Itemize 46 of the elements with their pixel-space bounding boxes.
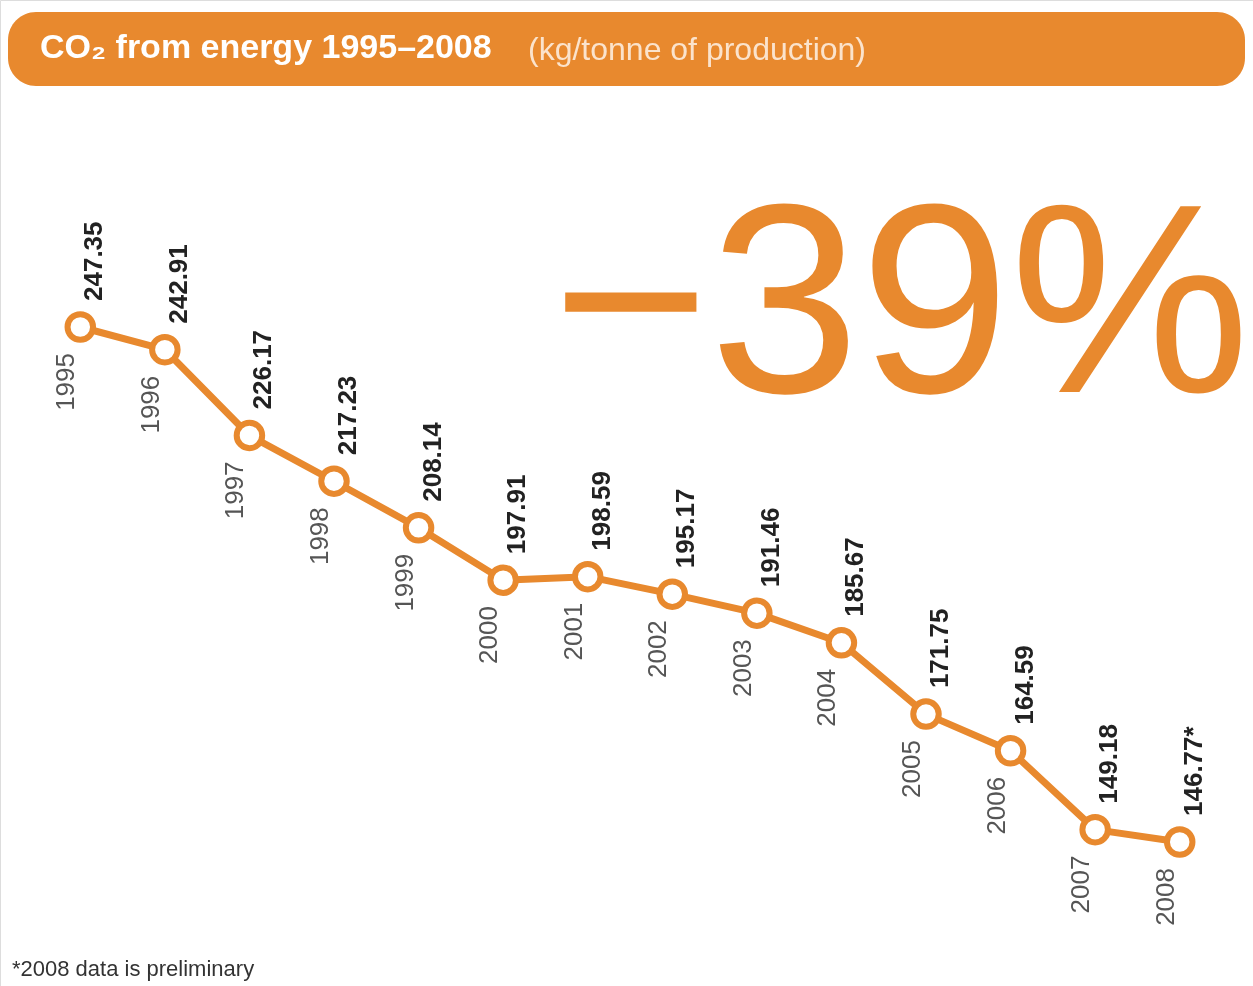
point [825, 627, 858, 659]
data-label: 198.59 [585, 471, 616, 551]
x-tick-label: 2006 [980, 776, 1011, 835]
x-tick-label: 2007 [1065, 855, 1096, 914]
data-label: 195.17 [670, 488, 701, 569]
x-tick-label: 2000 [473, 606, 504, 664]
data-label: 247.35 [78, 221, 109, 301]
point [910, 698, 942, 730]
point [741, 597, 773, 629]
point [318, 465, 350, 497]
point [1079, 813, 1111, 846]
x-tick-label: 1998 [304, 507, 334, 566]
point [233, 419, 266, 452]
data-label: 149.18 [1093, 724, 1124, 804]
x-tick-label: 1999 [388, 553, 419, 612]
x-tick-label: 2008 [1149, 868, 1180, 926]
data-label: 146.77* [1177, 725, 1208, 816]
point [64, 311, 97, 343]
x-tick-label: 2004 [811, 668, 842, 727]
data-label: 197.91 [501, 474, 532, 555]
x-tick-label: 2005 [896, 740, 926, 798]
data-label: 185.67 [839, 537, 870, 617]
chart-title: CO₂ from energy 1995–2008 [40, 27, 492, 65]
point [656, 578, 689, 610]
data-label: 217.23 [332, 375, 362, 456]
point [149, 334, 181, 366]
point [571, 560, 604, 593]
data-label: 164.59 [1008, 645, 1039, 725]
text: *2008 data is preliminary [12, 956, 255, 981]
point [487, 564, 519, 596]
point [1163, 826, 1196, 858]
x-tick-label: 2003 [726, 639, 757, 698]
x-tick-label: 1995 [50, 353, 81, 411]
chart-subtitle: (kg/tonne of production) [528, 31, 866, 67]
data-label: 226.17 [247, 329, 278, 410]
point [402, 512, 435, 544]
point [994, 735, 1027, 767]
data-label: 191.46 [754, 507, 785, 588]
x-tick-label: 1996 [134, 375, 165, 434]
x-tick-label: 2002 [642, 620, 673, 679]
data-label: 242.91 [162, 244, 193, 324]
annotation: −39% [551, 148, 1250, 449]
data-label: 171.75 [924, 608, 954, 689]
x-tick-label: 2001 [557, 602, 588, 661]
x-tick-label: 1997 [219, 461, 250, 520]
data-label: 208.14 [416, 421, 447, 502]
